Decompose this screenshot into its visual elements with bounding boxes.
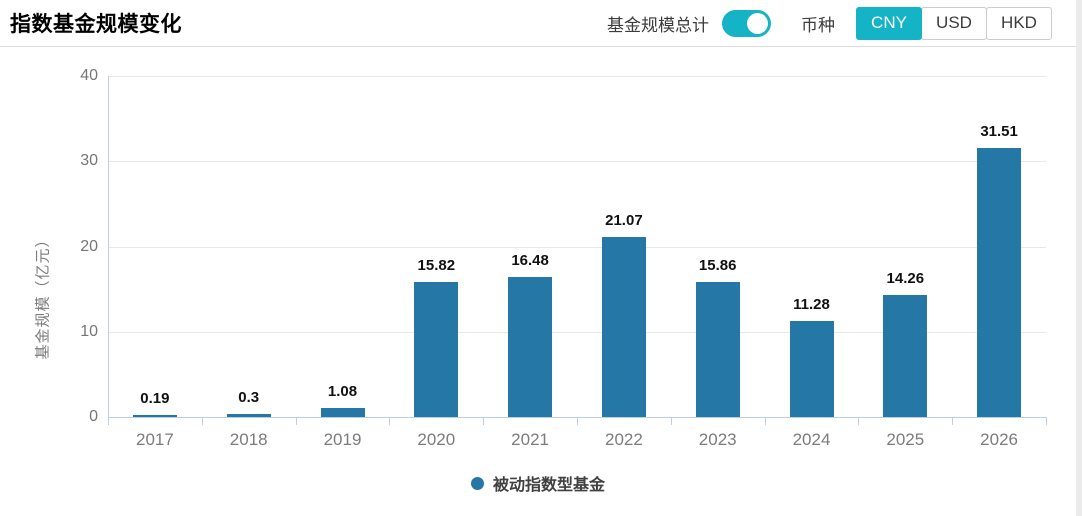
x-tick-label-2021: 2021 [511,430,549,449]
bar-value-2017: 0.19 [140,390,170,408]
gridline-30 [108,161,1046,163]
bar-2017[interactable] [132,415,177,417]
bar-value-2024: 11.28 [793,295,830,313]
bar-value-2018: 0.3 [238,389,260,407]
x-axis-tick [295,417,297,425]
y-axis-title: 基金规模（亿元） [34,231,52,360]
bar-value-2019: 1.08 [327,382,358,400]
bar-value-2025: 14.26 [886,270,925,288]
bar-value-2020: 15.82 [417,257,456,275]
x-tick-label-2018: 2018 [229,430,268,449]
x-axis-tick [577,417,578,425]
currency-selector: CNY USD HKD [856,6,1052,40]
currency-label: 币种 [801,15,835,35]
x-tick-label-2022: 2022 [604,430,643,449]
currency-button-cny[interactable]: CNY [856,6,922,40]
x-axis-tick [952,417,954,425]
chart-header: 指数基金规模变化 基金规模总计 币种 CNY USD HKD [0,0,1076,47]
currency-button-usd[interactable]: USD [921,6,987,40]
y-tick-label-20: 20 [80,237,98,255]
toggle-knob [747,12,768,34]
bar-2024[interactable] [789,320,834,417]
x-axis-tick [1046,417,1047,425]
bar-2021[interactable] [508,276,553,417]
legend-swatch-icon [470,476,484,490]
currency-button-hkd[interactable]: HKD [986,6,1052,40]
bar-2023[interactable] [695,281,740,417]
gridline-20 [108,246,1046,248]
bar-2018[interactable] [226,414,271,417]
x-tick-label-2025: 2025 [886,430,925,449]
fund-total-toggle-label: 基金规模总计 [607,15,709,35]
fund-total-toggle[interactable] [722,9,771,37]
x-axis-tick [764,417,766,425]
y-tick-label-40: 40 [80,67,98,84]
x-tick-label-2019: 2019 [323,430,362,449]
legend-series-label: 被动指数型基金 [492,477,605,494]
x-axis-tick [858,417,860,425]
bar-2025[interactable] [883,295,928,417]
bar-value-2026: 31.51 [980,123,1018,141]
x-axis-tick [389,417,391,425]
x-axis-tick [108,417,109,425]
x-tick-label-2020: 2020 [417,430,456,449]
legend[interactable]: 被动指数型基金 [0,471,1076,495]
bar-2019[interactable] [320,407,365,417]
bar-2026[interactable] [977,148,1022,417]
x-axis-tick [483,417,485,425]
y-axis-line [108,76,109,417]
bar-value-2023: 15.86 [698,256,737,274]
x-axis-tick [201,417,203,425]
header-controls: 基金规模总计 币种 CNY USD HKD [607,6,1052,40]
y-tick-label-0: 0 [89,408,98,425]
x-tick-label-2024: 2024 [792,430,831,449]
bar-2020[interactable] [414,282,459,417]
bar-chart: 基金规模（亿元） 0 10 20 30 40 0.19 2017 0.3 2018 1.08 201… [0,47,1076,516]
x-tick-label-2023: 2023 [698,430,737,449]
gridline-10 [108,331,1046,333]
x-tick-label-2017: 2017 [135,430,174,449]
x-axis-tick [670,417,672,425]
bar-2022[interactable] [601,237,646,417]
page-title: 指数基金规模变化 [10,13,182,36]
y-tick-label-10: 10 [80,322,98,340]
scrollbar[interactable] [1076,0,1082,516]
y-tick-label-30: 30 [80,152,98,170]
bar-value-2021: 16.48 [511,251,549,269]
bar-value-2022: 21.07 [605,212,643,230]
gridline-40 [108,76,1046,77]
x-tick-label-2026: 2026 [980,430,1018,449]
